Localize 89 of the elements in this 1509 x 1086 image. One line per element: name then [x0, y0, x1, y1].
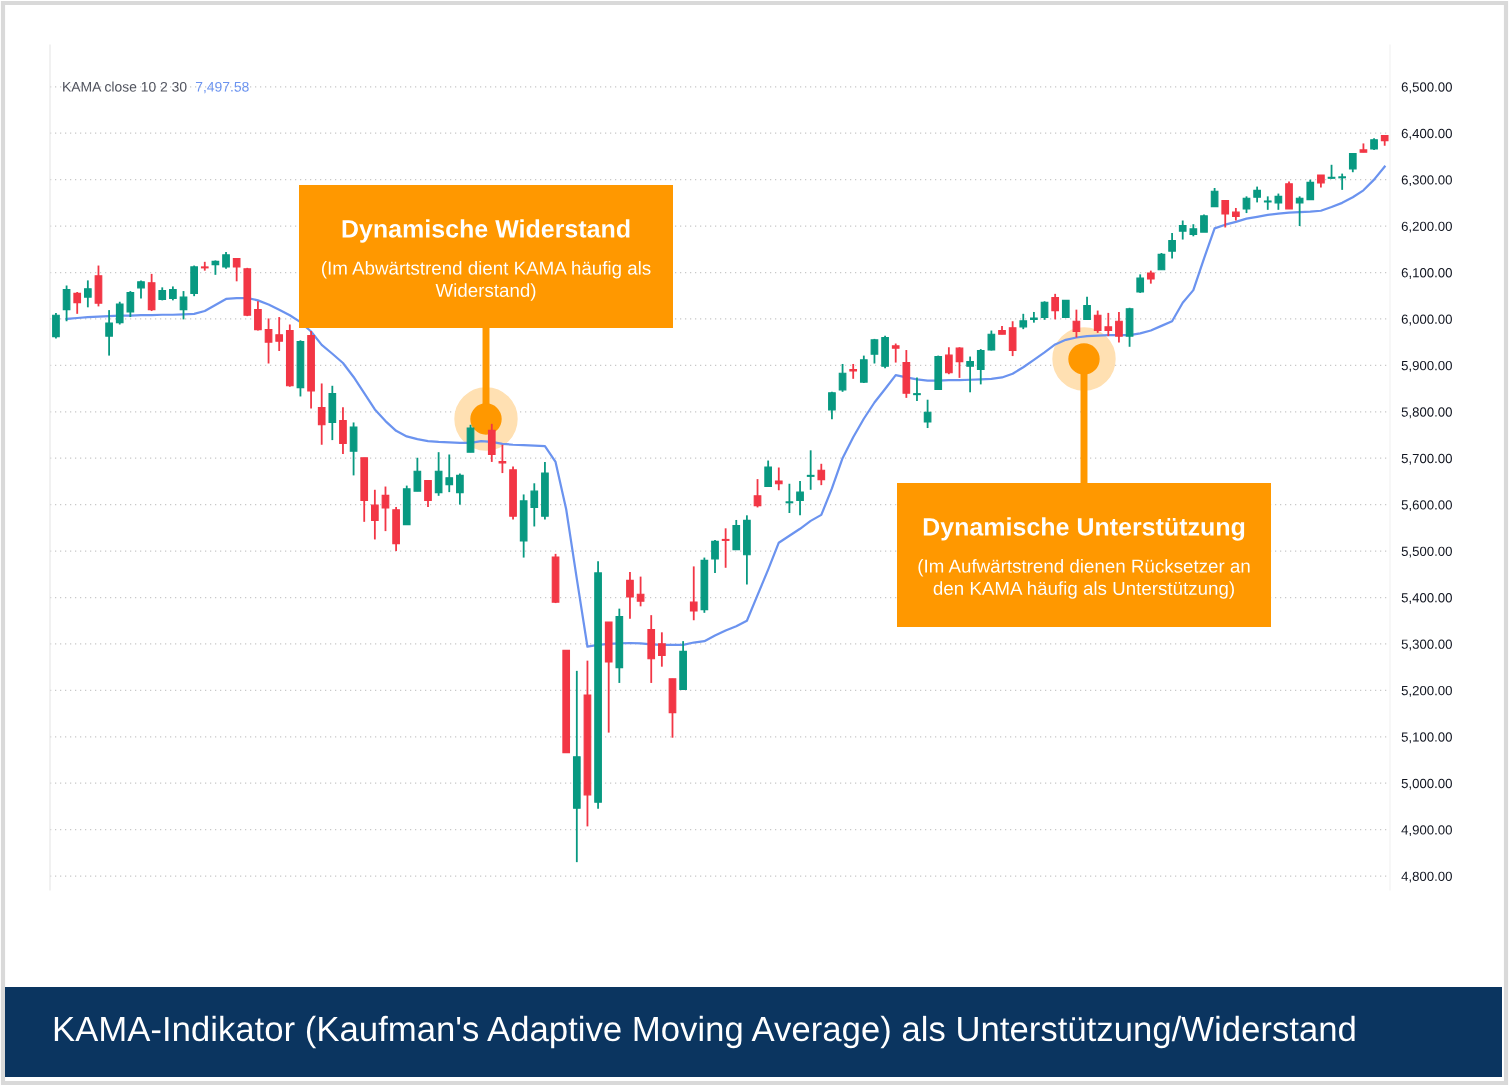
y-tick-label: 5,400.00 — [1401, 593, 1452, 604]
candlestick — [445, 453, 454, 494]
candlestick — [966, 355, 974, 394]
annotation: Dynamische Widerstand (Im Abwärtstrend dient KAMA häufig als Widerstand) — [321, 219, 651, 301]
candlestick — [254, 300, 262, 332]
candlestick — [232, 257, 241, 283]
y-tick-label: 4,800.00 — [1401, 871, 1452, 883]
candlestick — [626, 571, 634, 620]
candlestick — [828, 390, 836, 421]
candlestick — [413, 456, 422, 493]
candlestick — [806, 449, 815, 491]
candlestick — [721, 527, 730, 569]
y-tick-label: 5,800.00 — [1401, 407, 1452, 419]
candlestick — [711, 539, 719, 574]
candlestick — [753, 478, 762, 509]
candlestick — [317, 382, 326, 446]
candlestick — [381, 485, 390, 533]
candlestick — [105, 309, 113, 357]
candlestick — [424, 479, 432, 508]
candlestick — [785, 482, 794, 514]
y-tick-label: 5,700.00 — [1401, 453, 1452, 465]
candlestick — [1083, 295, 1091, 321]
text: KAMA close 10 2 30 — [63, 81, 187, 92]
y-tick-label: 6,500.00 — [1401, 82, 1452, 94]
candlestick — [434, 451, 443, 497]
candlestick — [987, 329, 996, 352]
candlestick — [1168, 232, 1176, 260]
candlestick — [1295, 195, 1304, 227]
candlestick — [137, 279, 145, 300]
candlestick — [1104, 311, 1113, 338]
candlestick — [1221, 199, 1230, 229]
candlestick — [689, 565, 698, 622]
candlestick — [945, 346, 953, 376]
y-tick-label: 5,600.00 — [1401, 500, 1452, 512]
candlestick — [1008, 320, 1017, 357]
candlestick — [1093, 309, 1102, 334]
candlestick — [62, 284, 71, 323]
candlestick — [817, 462, 826, 487]
candlestick — [73, 291, 82, 315]
candlestick — [1136, 273, 1145, 294]
y-tick-label: 5,200.00 — [1401, 685, 1452, 697]
candlestick — [1210, 187, 1219, 208]
candlestick — [1051, 292, 1060, 321]
candlestick — [52, 311, 60, 340]
candlestick — [1348, 152, 1357, 174]
text: KAMA-Indikator (Kaufman's Adaptive Moving Average) als Unterstützung/Widerstand — [54, 1015, 1355, 1049]
candlestick — [913, 376, 921, 403]
candlestick — [370, 488, 379, 541]
candlestick — [456, 472, 464, 506]
candlestick — [179, 290, 188, 321]
candlestick — [275, 316, 284, 352]
candlestick — [774, 466, 783, 492]
candlestick — [1178, 219, 1187, 241]
candlestick — [1115, 311, 1123, 344]
y-tick-label: 6,200.00 — [1401, 221, 1452, 233]
candlestick — [1040, 300, 1049, 321]
candlestick — [870, 337, 879, 365]
candlestick — [126, 290, 135, 318]
annotation: 7,497.58 — [195, 81, 249, 94]
candlestick — [859, 354, 868, 384]
y-tick-label: 5,000.00 — [1401, 778, 1452, 790]
candlestick — [976, 348, 985, 386]
candlestick — [498, 443, 507, 474]
annotation: Dynamische Unterstützung (Im Aufwärtstrend dienen Rücksetzer an den KAMA häufig als Unterstützung) — [918, 517, 1250, 599]
candlestick — [339, 406, 347, 455]
candlestick — [115, 300, 124, 326]
candlestick — [796, 480, 804, 517]
y-tick-label: 6,300.00 — [1401, 175, 1452, 187]
candlestick — [1072, 308, 1081, 339]
candlestick — [891, 342, 900, 364]
y-tick-label: 6,000.00 — [1401, 314, 1452, 326]
candlestick — [636, 575, 645, 608]
candlestick — [923, 398, 932, 429]
y-tick-label: 5,300.00 — [1401, 639, 1452, 651]
candlestick — [658, 631, 666, 668]
y-tick-label: 5,500.00 — [1401, 546, 1452, 558]
candlestick — [838, 363, 847, 393]
candlestick — [83, 279, 92, 309]
y-tick-label: 6,100.00 — [1401, 268, 1452, 279]
candlestick — [1306, 178, 1315, 201]
y-tick-label: 4,900.00 — [1401, 825, 1452, 837]
candlestick — [1263, 195, 1272, 211]
y-tick-label: 5,900.00 — [1401, 360, 1452, 372]
candlestick — [764, 459, 773, 488]
candlestick — [530, 482, 539, 528]
candlestick — [1338, 172, 1347, 191]
y-tick-label: 6,400.00 — [1401, 128, 1452, 140]
candlestick — [264, 317, 273, 365]
y-tick-label: 5,100.00 — [1401, 732, 1452, 744]
